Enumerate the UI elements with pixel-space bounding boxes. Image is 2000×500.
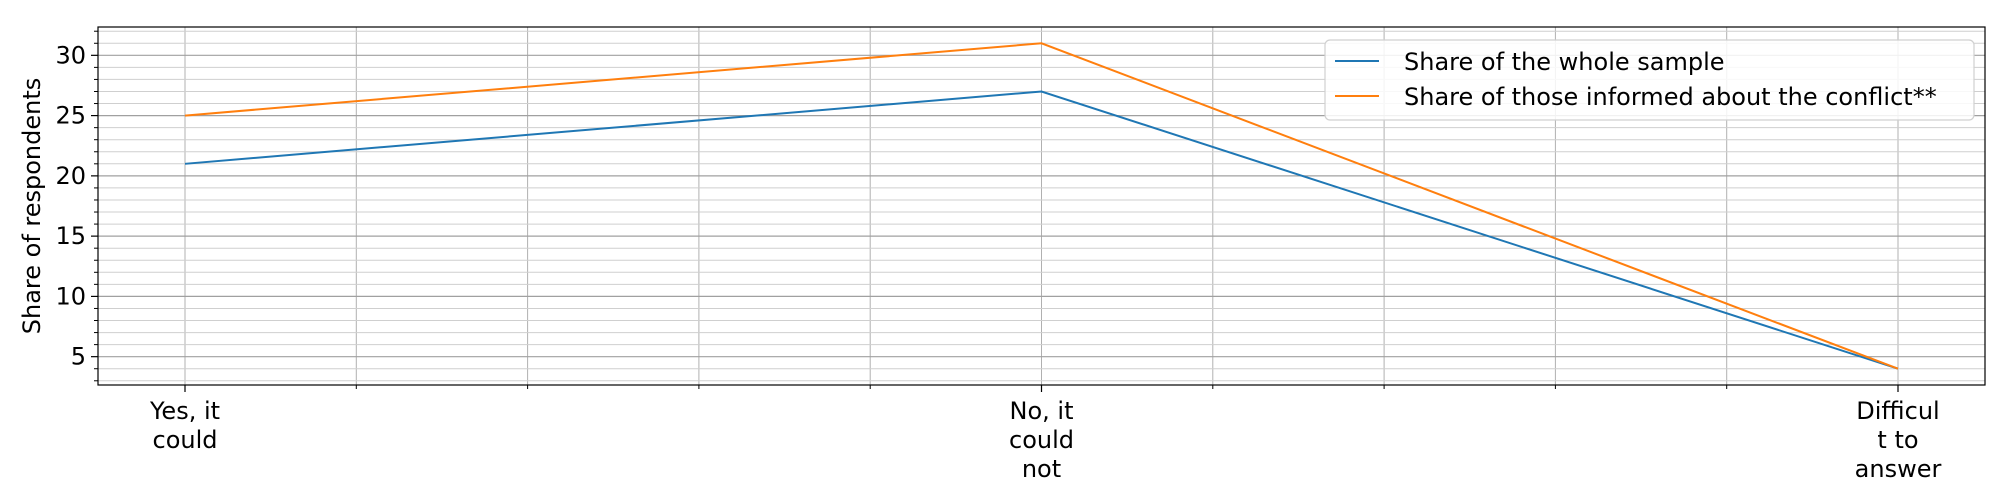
y-tick-label: 30 <box>55 41 86 69</box>
x-tick-label: No, it <box>1010 397 1074 425</box>
x-tick-label: t to <box>1877 426 1918 454</box>
y-axis-label: Share of respondents <box>18 78 46 335</box>
series-line-1 <box>184 90 1899 370</box>
legend: Share of the whole sample Share of those … <box>1324 39 1975 121</box>
y-axis: 5 10 15 20 25 30 <box>55 30 98 382</box>
legend-label: Share of those informed about the confli… <box>1404 83 1937 111</box>
y-tick-label: 25 <box>55 102 86 130</box>
y-tick-label: 5 <box>71 343 86 371</box>
x-tick-label: Difficul <box>1856 397 1939 425</box>
legend-label: Share of the whole sample <box>1404 48 1725 76</box>
y-tick-label: 15 <box>55 222 86 250</box>
y-tick-label: 20 <box>55 162 86 190</box>
x-tick-label: could <box>153 426 218 454</box>
series-line-2 <box>184 42 1899 370</box>
legend-box <box>1324 39 1975 121</box>
x-tick-label: Yes, it <box>149 397 220 425</box>
x-tick-label: answer <box>1855 455 1942 483</box>
x-tick-label: not <box>1022 455 1061 483</box>
series-lines <box>184 42 1899 370</box>
x-tick-label: could <box>1009 426 1074 454</box>
y-tick-label: 10 <box>55 282 86 310</box>
